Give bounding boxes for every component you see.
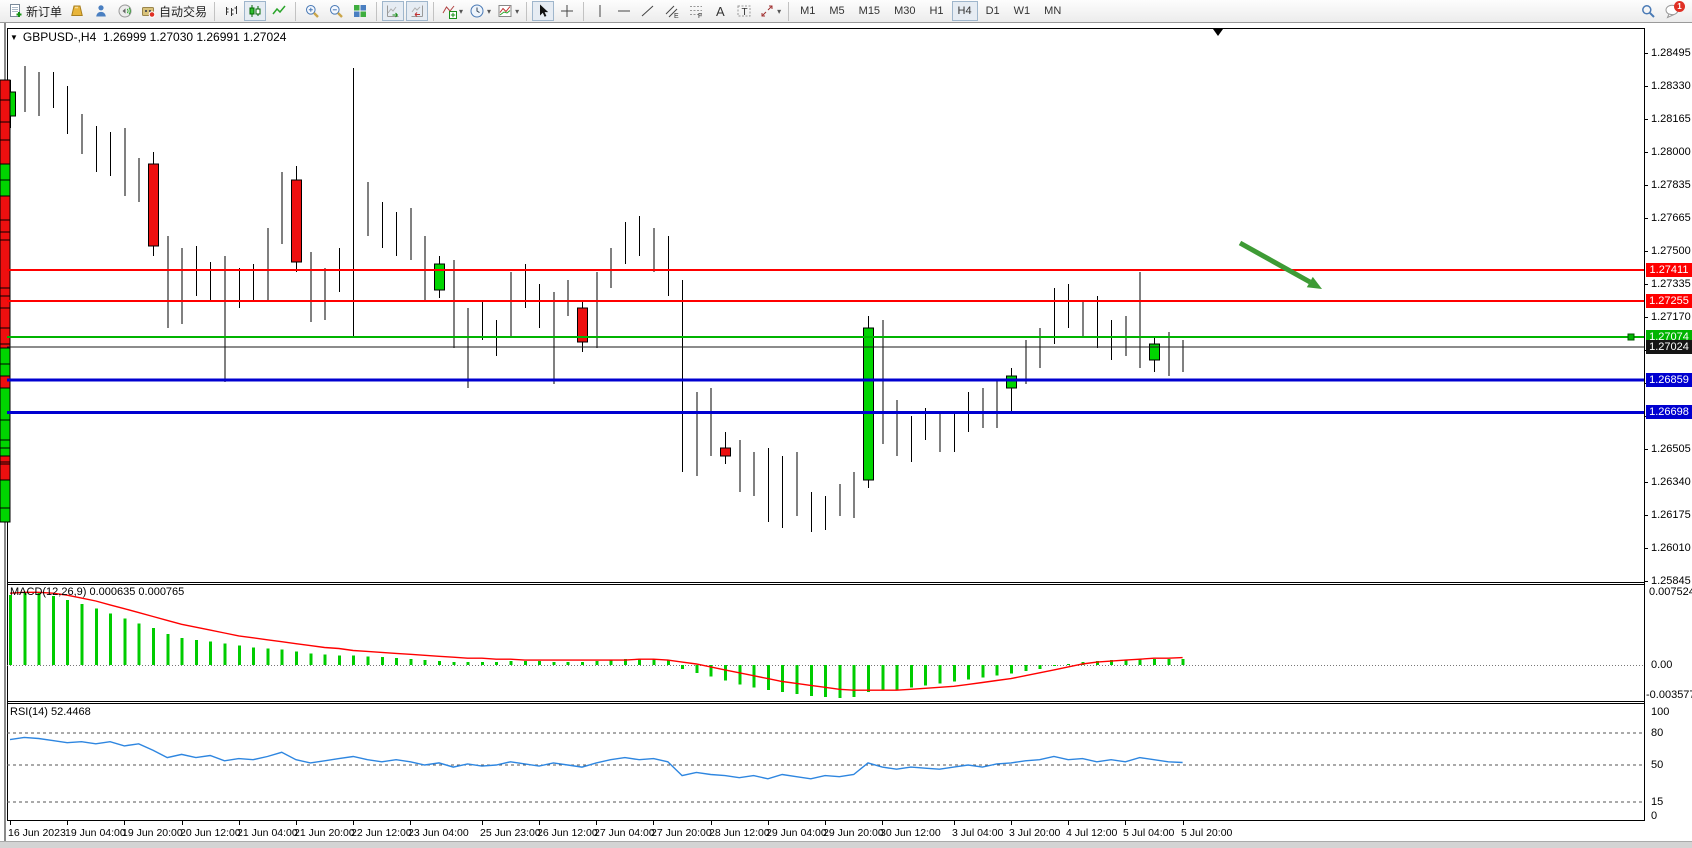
text-label-button[interactable]: T	[733, 1, 755, 21]
timeframe-m15-button[interactable]: M15	[858, 5, 881, 17]
horizontal-line-button[interactable]	[613, 1, 635, 21]
tline-icon	[640, 3, 656, 19]
notification-badge: 1	[1674, 1, 1685, 12]
timeframe-m5-button[interactable]: M5	[829, 5, 845, 17]
crosshair-button[interactable]	[556, 1, 578, 21]
chart-plot-area[interactable]	[0, 23, 1692, 848]
search-button[interactable]	[1637, 1, 1659, 21]
candlestick-chart-button[interactable]	[244, 1, 267, 21]
indicators-button[interactable]: ▾	[439, 1, 465, 21]
text-button[interactable]: A	[709, 1, 731, 21]
toolbar-separator	[433, 1, 435, 21]
gold-icon	[69, 3, 85, 19]
profile-button[interactable]	[90, 1, 112, 21]
periods-button[interactable]: ▾	[467, 1, 493, 21]
toolbar-separator	[295, 1, 297, 21]
tile-windows-button[interactable]	[349, 1, 371, 21]
indicators-icon	[441, 3, 458, 19]
toolbar-separator	[583, 1, 585, 21]
cursor-icon	[535, 3, 551, 19]
arrows-icon	[759, 3, 775, 19]
market-watch-button[interactable]	[66, 1, 88, 21]
toolbar-separator	[376, 1, 378, 21]
vertical-line-button[interactable]	[589, 1, 611, 21]
hline-icon	[616, 3, 632, 19]
templates-button[interactable]: ▾	[495, 1, 521, 21]
dropdown-caret-icon[interactable]: ▾	[515, 6, 520, 16]
dropdown-caret-icon[interactable]: ▾	[777, 6, 782, 16]
textA-icon: A	[712, 3, 728, 19]
notifications-button[interactable]: 1	[1661, 1, 1685, 21]
sound-icon	[117, 3, 133, 19]
timeframe-h4-button[interactable]: H4	[951, 1, 978, 21]
chart-shift-button[interactable]	[406, 1, 429, 21]
auto-scroll-button[interactable]	[382, 1, 405, 21]
svg-text:F: F	[698, 13, 702, 19]
robot-icon	[140, 3, 156, 19]
toolbar-separator	[214, 1, 216, 21]
timeframe-h1-button[interactable]: H1	[929, 5, 944, 17]
equidistant-channel-button[interactable]: E	[661, 1, 683, 21]
dropdown-caret-icon[interactable]: ▾	[487, 6, 492, 16]
sound-alert-button[interactable]	[114, 1, 136, 21]
bottom-status-strip	[0, 841, 1692, 848]
linechart-icon	[271, 3, 287, 19]
timeframe-m30-button[interactable]: M30	[894, 5, 916, 17]
toolbar-separator	[788, 1, 790, 21]
new-order-button[interactable]: 新订单	[5, 1, 64, 21]
toolbar-separator	[526, 1, 528, 21]
fibonacci-button[interactable]: F	[685, 1, 707, 21]
dropdown-caret-icon[interactable]: ▾	[459, 6, 464, 16]
chart-window: ▼ GBPUSD-,H4 1.26999 1.27030 1.26991 1.27…	[0, 23, 1692, 848]
doc-plus-icon	[7, 3, 23, 19]
zoom-out-button[interactable]	[325, 1, 347, 21]
labelT-icon: T	[736, 3, 752, 19]
svg-text:E: E	[674, 13, 679, 19]
chartshift-icon	[409, 3, 425, 19]
channel-icon: E	[664, 3, 680, 19]
cursor-button[interactable]	[532, 1, 555, 21]
search-icon	[1640, 3, 1656, 19]
line-chart-button[interactable]	[268, 1, 290, 21]
clock-icon	[469, 3, 485, 19]
timeframe-mn-button[interactable]: MN	[1044, 5, 1062, 17]
svg-text:A: A	[716, 4, 725, 19]
auto-trading-button[interactable]: 自动交易	[138, 1, 209, 21]
bar-chart-button[interactable]	[220, 1, 242, 21]
trend-line-button[interactable]	[637, 1, 659, 21]
candles-icon	[247, 3, 263, 19]
toolbar-right-group: 1	[1636, 1, 1692, 21]
zoom-in-icon	[304, 3, 320, 19]
timeframe-d1-button[interactable]: D1	[985, 5, 1000, 17]
person-icon	[93, 3, 109, 19]
zoom-in-button[interactable]	[301, 1, 323, 21]
fibo-icon: F	[688, 3, 704, 19]
autoscroll-icon	[385, 3, 401, 19]
timeframe-w1-button[interactable]: W1	[1013, 5, 1031, 17]
tile-icon	[352, 3, 368, 19]
crosshair-icon	[559, 3, 575, 19]
vline-icon	[592, 3, 608, 19]
bars-icon	[223, 3, 239, 19]
svg-text:T: T	[742, 7, 748, 18]
template-icon	[497, 3, 513, 19]
timeframe-m1-button[interactable]: M1	[800, 5, 816, 17]
arrows-button[interactable]: ▾	[757, 1, 783, 21]
zoom-out-icon	[328, 3, 344, 19]
main-toolbar: 新订单 自动交易 ▾ ▾ ▾ E F A T ▾ M1 M5 M15 M30 H1 H4 D1 W1 MN 1	[0, 0, 1692, 23]
